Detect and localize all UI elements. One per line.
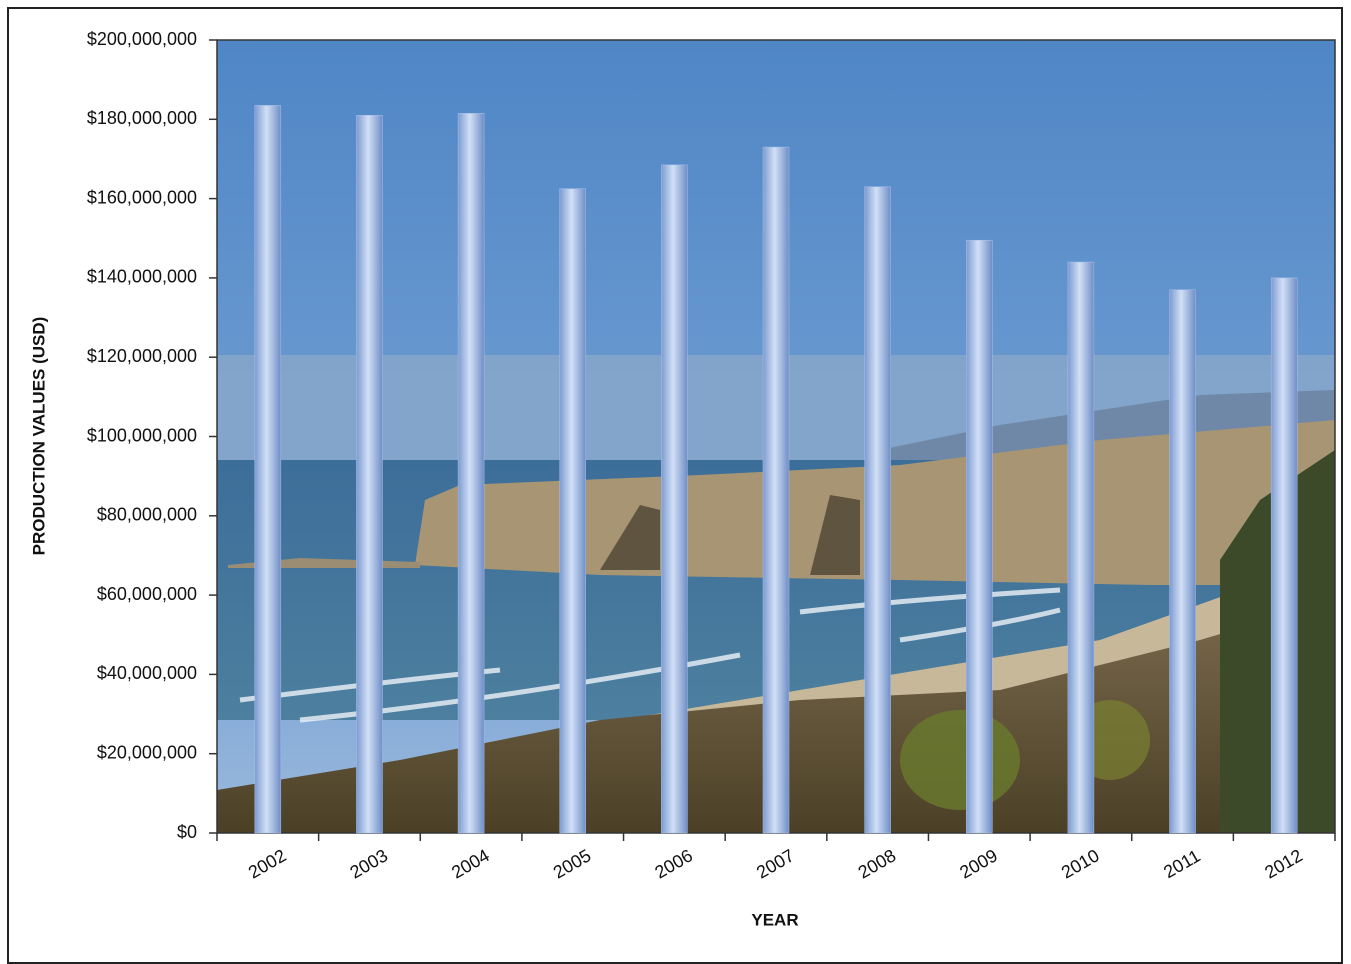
y-tick-label: $20,000,000 [97, 742, 197, 762]
y-tick-label: $40,000,000 [97, 663, 197, 683]
y-tick-label: $100,000,000 [87, 425, 197, 445]
y-tick-label: $200,000,000 [87, 29, 197, 49]
bar [762, 146, 790, 834]
y-tick-label: $120,000,000 [87, 346, 197, 366]
bar [254, 105, 282, 834]
bar [966, 239, 993, 834]
y-axis-title: PRODUCTION VALUES (USD) [29, 317, 48, 556]
y-tick-label: $140,000,000 [87, 267, 197, 287]
bar [1067, 261, 1095, 834]
y-tick-label: $180,000,000 [87, 108, 197, 128]
bar [661, 164, 688, 834]
bar [1169, 289, 1196, 834]
y-tick-label: $60,000,000 [97, 584, 197, 604]
x-axis-title: YEAR [751, 910, 798, 929]
bar [559, 188, 586, 834]
bar [356, 115, 383, 834]
bar [864, 186, 891, 834]
y-tick-label: $80,000,000 [97, 505, 197, 525]
y-tick-label: $0 [177, 822, 197, 842]
bar [457, 113, 485, 834]
bar [1270, 277, 1298, 834]
y-tick-label: $160,000,000 [87, 187, 197, 207]
